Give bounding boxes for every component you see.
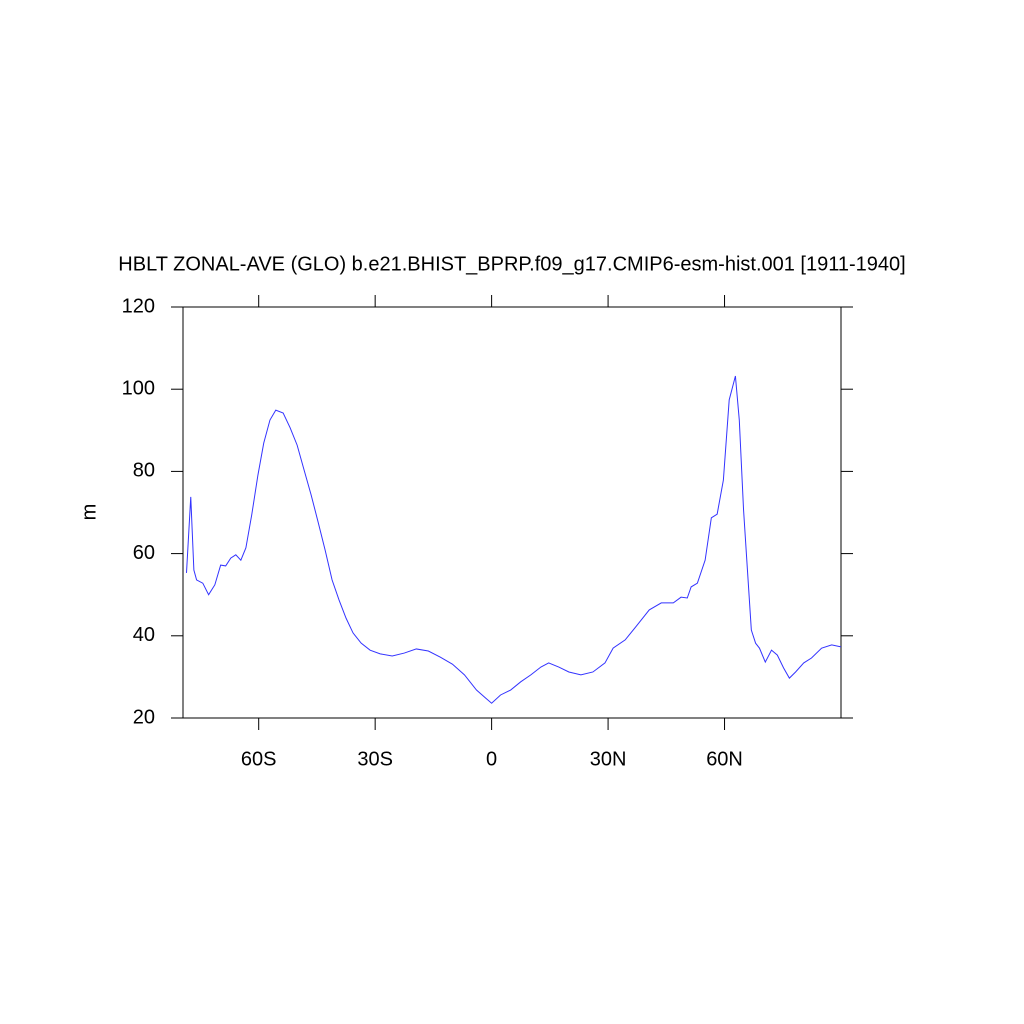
y-tick-label: 80 — [133, 460, 155, 482]
x-tick-label: 30S — [357, 748, 393, 770]
x-tick-label: 0 — [486, 748, 497, 770]
x-tick-label: 60N — [706, 748, 743, 770]
x-tick-label: 60S — [241, 748, 277, 770]
y-axis-label: m — [78, 504, 100, 521]
y-tick-label: 20 — [133, 706, 155, 728]
y-tick-label: 60 — [133, 542, 155, 564]
x-tick-label: 30N — [590, 748, 627, 770]
plot-frame — [182, 306, 842, 719]
y-tick-label: 100 — [122, 377, 155, 399]
chart-title: HBLT ZONAL-AVE (GLO) b.e21.BHIST_BPRP.f0… — [118, 253, 905, 275]
data-line — [185, 375, 842, 704]
y-tick-label: 120 — [122, 295, 155, 317]
y-tick-label: 40 — [133, 624, 155, 646]
